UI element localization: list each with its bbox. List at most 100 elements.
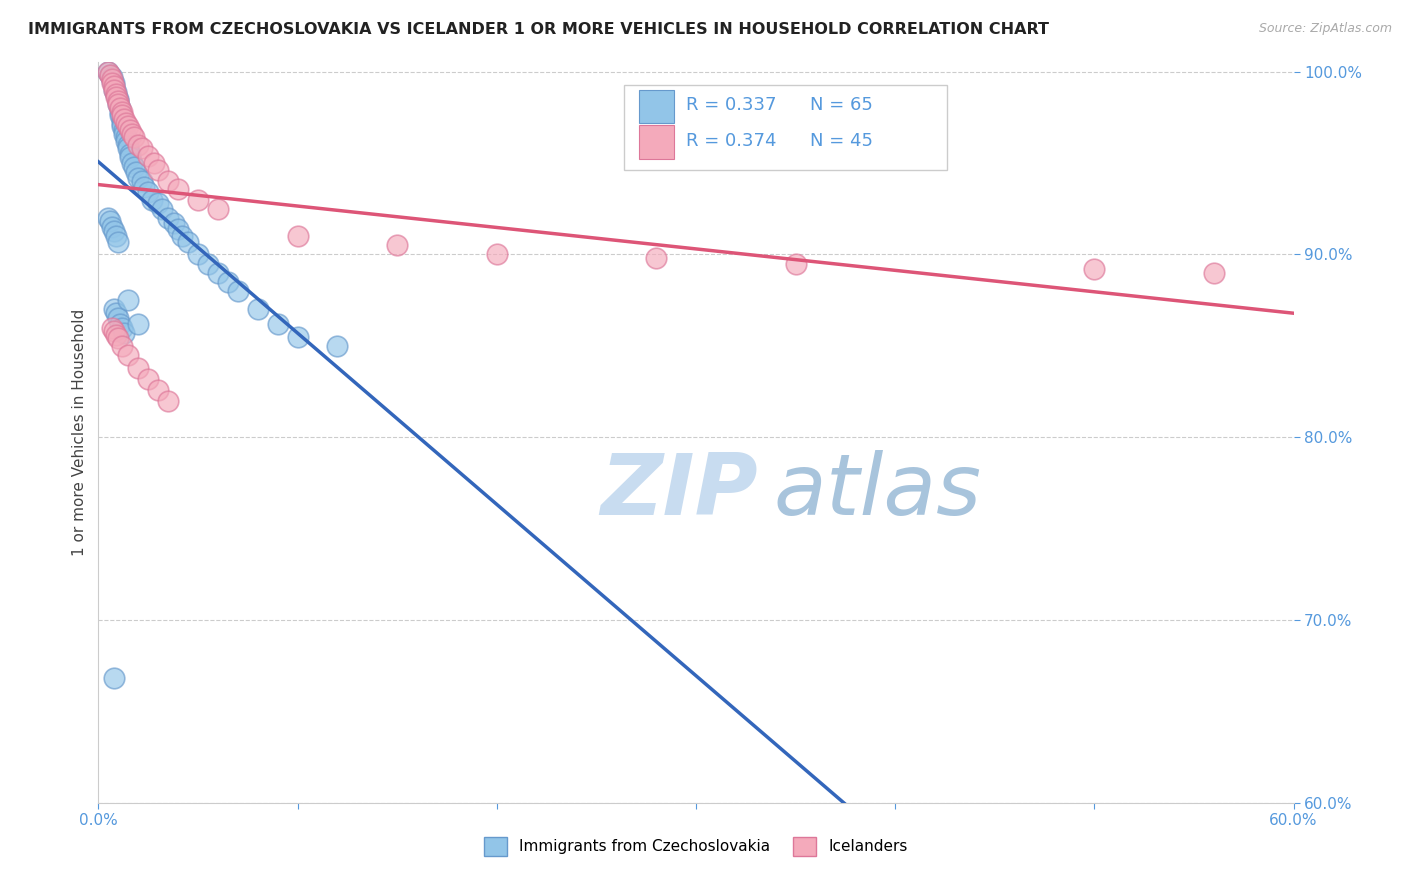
Point bbox=[101, 76, 124, 90]
Point bbox=[115, 116, 138, 130]
Point bbox=[115, 130, 138, 145]
Point bbox=[136, 186, 159, 200]
Point bbox=[485, 247, 508, 261]
Point bbox=[187, 193, 209, 207]
Point bbox=[98, 68, 122, 82]
Point bbox=[127, 170, 149, 185]
Point bbox=[97, 211, 120, 225]
Point bbox=[111, 120, 134, 134]
Point bbox=[103, 83, 125, 97]
Text: N = 45: N = 45 bbox=[810, 132, 873, 150]
Point bbox=[141, 193, 163, 207]
Point bbox=[645, 251, 668, 265]
Point bbox=[226, 284, 249, 298]
Point bbox=[101, 73, 124, 87]
Point bbox=[163, 216, 186, 230]
Point bbox=[121, 156, 143, 170]
Bar bbox=[638, 90, 675, 123]
Text: R = 0.337: R = 0.337 bbox=[686, 96, 778, 114]
Point bbox=[134, 179, 156, 194]
Text: N = 65: N = 65 bbox=[810, 96, 872, 114]
Point bbox=[785, 256, 807, 270]
Point bbox=[157, 211, 180, 225]
Point bbox=[112, 127, 135, 141]
Point bbox=[385, 238, 409, 252]
Text: ZIP: ZIP bbox=[600, 450, 758, 533]
Point bbox=[111, 112, 134, 127]
Point bbox=[125, 165, 148, 179]
Point bbox=[117, 141, 139, 155]
Point bbox=[101, 71, 124, 86]
Point bbox=[105, 306, 128, 320]
Point bbox=[120, 146, 142, 161]
Point bbox=[124, 160, 146, 174]
Point bbox=[105, 85, 128, 99]
Point bbox=[127, 360, 149, 375]
Point bbox=[112, 123, 135, 137]
Point bbox=[110, 108, 132, 122]
Point bbox=[107, 331, 129, 345]
Point bbox=[187, 247, 209, 261]
Point bbox=[157, 174, 180, 188]
Point bbox=[197, 256, 219, 270]
Point bbox=[287, 329, 309, 343]
Point bbox=[117, 293, 139, 307]
Point bbox=[103, 83, 125, 97]
Point bbox=[267, 317, 290, 331]
Text: Source: ZipAtlas.com: Source: ZipAtlas.com bbox=[1258, 22, 1392, 36]
Point bbox=[101, 70, 124, 84]
Point bbox=[1202, 266, 1225, 280]
Point bbox=[105, 87, 128, 101]
Point bbox=[105, 327, 128, 342]
Point bbox=[287, 229, 309, 244]
Point bbox=[326, 339, 349, 353]
Point bbox=[124, 130, 146, 145]
Point bbox=[207, 202, 229, 216]
Point bbox=[150, 202, 173, 216]
Point bbox=[117, 348, 139, 362]
Point bbox=[110, 317, 132, 331]
Point bbox=[103, 302, 125, 317]
Point bbox=[103, 79, 125, 94]
Point bbox=[107, 97, 129, 112]
Point bbox=[111, 339, 134, 353]
Point bbox=[111, 116, 134, 130]
Point bbox=[148, 163, 170, 178]
FancyBboxPatch shape bbox=[624, 85, 948, 169]
Point bbox=[177, 235, 200, 249]
Point bbox=[167, 221, 190, 235]
Point bbox=[107, 92, 129, 106]
Point bbox=[101, 320, 124, 334]
Point bbox=[105, 90, 128, 104]
Point bbox=[115, 134, 138, 148]
Point bbox=[112, 112, 135, 127]
Point bbox=[103, 324, 125, 338]
Point bbox=[107, 235, 129, 249]
Point bbox=[105, 229, 128, 244]
Point bbox=[103, 79, 125, 94]
Point bbox=[217, 275, 239, 289]
Point bbox=[121, 127, 143, 141]
Point bbox=[97, 64, 120, 78]
Y-axis label: 1 or more Vehicles in Household: 1 or more Vehicles in Household bbox=[72, 309, 87, 557]
Point bbox=[172, 229, 194, 244]
Point bbox=[101, 219, 124, 234]
Point bbox=[148, 196, 170, 211]
Point bbox=[98, 214, 122, 228]
Point bbox=[103, 224, 125, 238]
Text: IMMIGRANTS FROM CZECHOSLOVAKIA VS ICELANDER 1 OR MORE VEHICLES IN HOUSEHOLD CORR: IMMIGRANTS FROM CZECHOSLOVAKIA VS ICELAN… bbox=[28, 22, 1049, 37]
Point bbox=[112, 326, 135, 340]
Point bbox=[127, 317, 149, 331]
Text: R = 0.374: R = 0.374 bbox=[686, 132, 778, 150]
Point bbox=[131, 141, 153, 155]
Point bbox=[117, 137, 139, 152]
Point bbox=[107, 97, 129, 112]
Point bbox=[120, 123, 142, 137]
Point bbox=[127, 137, 149, 152]
Point bbox=[103, 672, 125, 686]
Point bbox=[107, 94, 129, 108]
Point bbox=[105, 88, 128, 103]
Point bbox=[136, 372, 159, 386]
Bar bbox=[638, 126, 675, 159]
Point bbox=[143, 156, 166, 170]
